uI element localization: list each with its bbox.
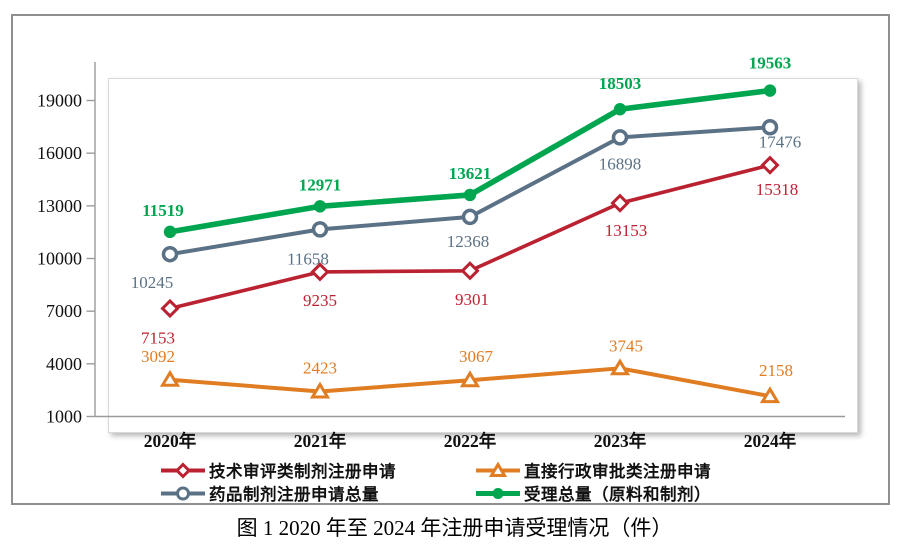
legend-label: 技术审评类制剂注册申请 xyxy=(209,463,396,481)
legend-label: 药品制剂注册申请总量 xyxy=(209,486,379,504)
plot-area xyxy=(108,78,858,433)
legend-label: 受理总量（原料和制剂） xyxy=(524,486,711,504)
orange-open-triangle-line-icon xyxy=(476,461,520,477)
legend-item-technical-review: 技术审评类制剂注册申请 xyxy=(160,460,396,481)
slate-open-circle-line-icon xyxy=(161,486,205,500)
legend-item-acceptance-total: 受理总量（原料和制剂） xyxy=(475,483,711,504)
red-open-diamond-line-icon xyxy=(161,461,205,479)
legend-item-preparation-total: 药品制剂注册申请总量 xyxy=(160,483,379,504)
legend-label: 直接行政审批类注册申请 xyxy=(524,463,711,481)
chart-frame: 技术审评类制剂注册申请 直接行政审批类注册申请 药品制剂注册申请总量 受理总量（… xyxy=(11,14,890,505)
figure-caption: 图 1 2020 年至 2024 年注册申请受理情况（件） xyxy=(236,516,673,540)
legend-item-direct-approval: 直接行政审批类注册申请 xyxy=(475,460,711,481)
green-filled-circle-line-icon xyxy=(476,487,520,499)
